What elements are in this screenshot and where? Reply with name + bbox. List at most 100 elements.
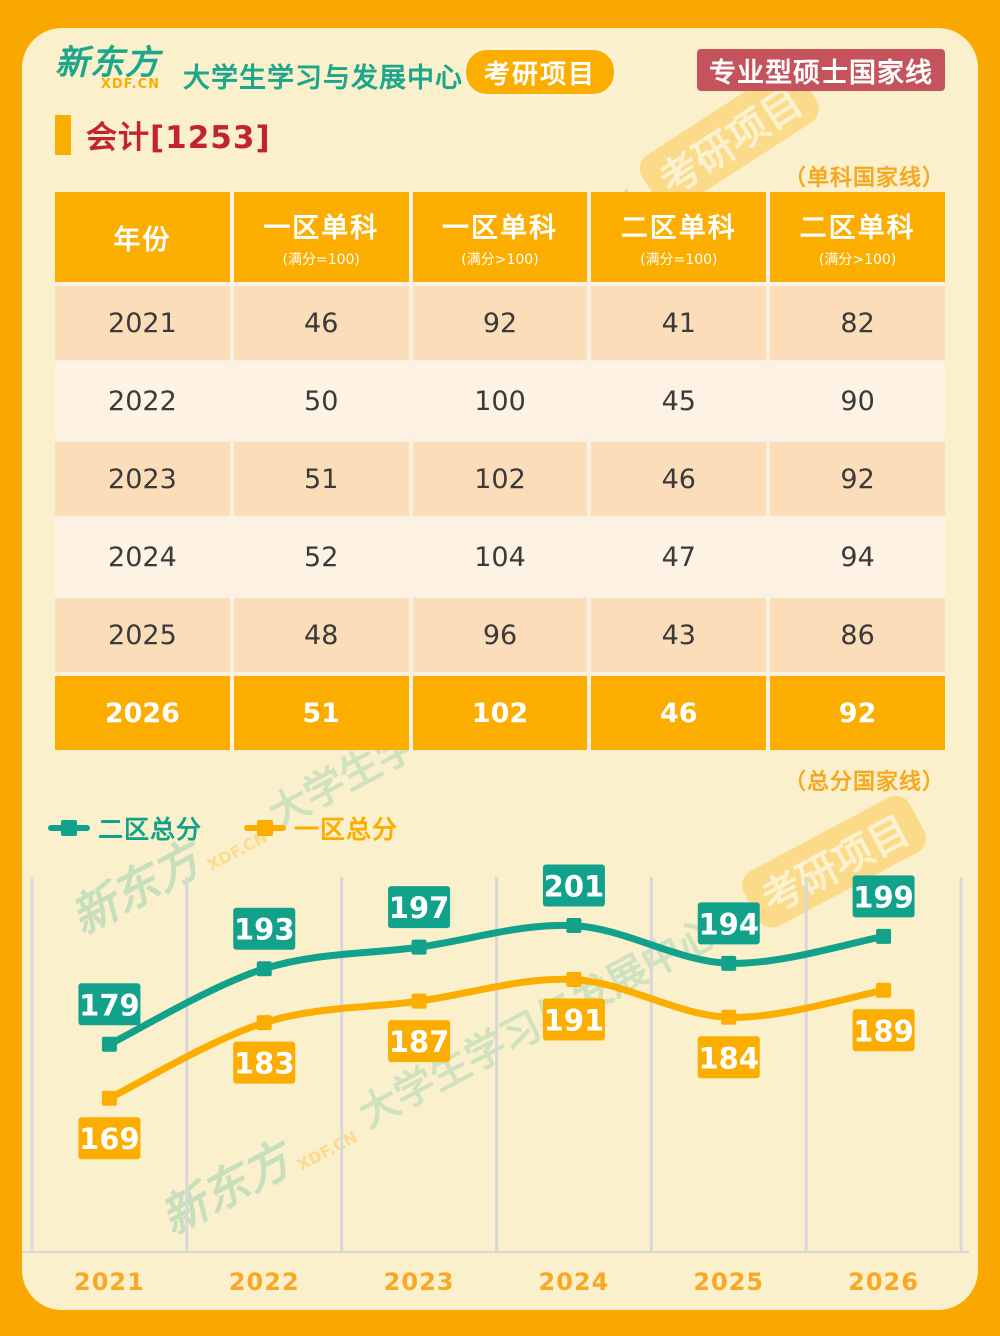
data-point-marker <box>566 972 582 988</box>
table-header-sublabel: (满分>100) <box>818 251 897 268</box>
data-label-value: 197 <box>389 891 450 925</box>
legend-square <box>257 820 274 836</box>
table-header-sublabel: (满分=100) <box>640 251 718 268</box>
data-label-box <box>233 907 296 950</box>
header-center-text: 大学生学习与发展中心 | <box>183 63 485 94</box>
data-label-value: 184 <box>698 1041 759 1075</box>
table-cell: 41 <box>591 286 767 360</box>
x-axis-tick-label: 2021 <box>74 1268 145 1296</box>
table-cell: 2025 <box>55 598 230 672</box>
table-cell: 100 <box>412 364 588 438</box>
table-cell: 82 <box>770 286 945 360</box>
data-label-value: 187 <box>389 1025 450 1059</box>
data-point-marker <box>101 1090 117 1106</box>
data-label-box <box>388 1020 451 1063</box>
table-cell: 48 <box>233 598 409 672</box>
data-label-value: 191 <box>544 1004 605 1038</box>
table-header-cell: 二区单科 (满分=100) <box>591 192 767 282</box>
header: 新东方 XDF.CN 大学生学习与发展中心 | 考研项目 专业型硕士国家线 <box>55 46 945 102</box>
series-line-二区总分 <box>105 921 888 1048</box>
x-axis-tick-label: 2025 <box>693 1268 765 1296</box>
data-label-value: 169 <box>79 1122 140 1156</box>
table-cell: 46 <box>591 676 767 750</box>
data-point-marker <box>721 955 737 971</box>
table-cell: 96 <box>412 598 588 672</box>
data-point-marker <box>256 961 272 977</box>
table-cell: 94 <box>770 520 945 594</box>
table-cell: 46 <box>591 442 767 516</box>
data-label-box <box>852 1009 915 1052</box>
table-cell: 46 <box>233 286 409 360</box>
brand-logo: 新东方 XDF.CN <box>55 46 160 91</box>
single-subject-section-label: （单科国家线） <box>783 166 945 191</box>
data-point-marker <box>721 1009 737 1025</box>
data-label-value: 193 <box>234 913 295 947</box>
data-label-box <box>78 1117 141 1160</box>
data-label-box <box>852 875 915 918</box>
table-cell: 2022 <box>55 364 230 438</box>
table-header-sublabel: (满分=100) <box>282 251 360 268</box>
total-score-line-chart: 169 183 187 191 184 189 179 193 197 201 194 199 <box>22 864 969 1253</box>
table-header-label: 一区单科 <box>263 212 380 244</box>
table-cell: 102 <box>412 442 588 516</box>
chart-legend: 二区总分 一区总分 <box>48 810 398 846</box>
data-label-box <box>697 902 760 945</box>
table-cell: 2024 <box>55 520 230 594</box>
data-label-value: 179 <box>79 988 140 1022</box>
legend-marker-icon <box>48 820 90 836</box>
table-cell: 104 <box>412 520 588 594</box>
table-cell: 92 <box>770 442 945 516</box>
table-header-label: 一区单科 <box>441 212 558 244</box>
brand-logo-domain: XDF.CN <box>100 77 160 92</box>
table-cell: 52 <box>233 520 409 594</box>
table-cell: 50 <box>233 364 409 438</box>
table-cell: 2023 <box>55 442 230 516</box>
series-line-一区总分 <box>105 975 888 1102</box>
table-header-label: 年份 <box>113 224 172 256</box>
table-cell: 51 <box>233 442 409 516</box>
table-cell: 2026 <box>55 676 230 750</box>
table-cell: 90 <box>770 364 945 438</box>
total-score-section-label: （总分国家线） <box>783 770 945 795</box>
data-point-marker <box>411 993 427 1009</box>
project-badge: 考研项目 <box>463 47 618 97</box>
x-axis-tick-label: 2026 <box>848 1268 919 1296</box>
x-axis-tick-label: 2024 <box>538 1268 610 1296</box>
data-label-box <box>388 886 451 929</box>
table-cell: 51 <box>233 676 409 750</box>
data-label-value: 199 <box>853 880 914 914</box>
data-point-marker <box>411 939 427 955</box>
score-table: 年份 一区单科 (满分=100) 一区单科 (满分>100) 二区单科 (满分=100) 二区… <box>55 192 945 750</box>
table-cell: 92 <box>412 286 588 360</box>
legend-label: 二区总分 <box>98 815 203 844</box>
table-cell: 102 <box>412 676 588 750</box>
legend-marker-icon <box>244 820 287 836</box>
data-label-box <box>697 1036 760 1079</box>
data-label-value: 194 <box>698 907 759 941</box>
data-point-marker <box>101 1036 117 1052</box>
table-cell: 2021 <box>55 286 230 360</box>
table-header-cell: 二区单科 (满分>100) <box>770 192 945 282</box>
x-axis-labels: 2021 2022 2023 2024 2025 2026 <box>32 1268 961 1296</box>
title-accent-bar <box>55 114 71 155</box>
legend-item: 一区总分 <box>244 810 398 846</box>
data-point-marker <box>876 928 892 944</box>
page-title: 会计[1253] <box>86 120 271 156</box>
table-header-label: 二区单科 <box>799 212 916 244</box>
data-label-value: 201 <box>544 870 605 904</box>
data-label-box <box>78 983 141 1026</box>
data-label-box <box>542 998 605 1041</box>
data-label-value: 189 <box>853 1014 914 1048</box>
category-badge: 专业型硕士国家线 <box>697 49 945 91</box>
data-label-box <box>233 1041 296 1084</box>
table-cell: 92 <box>770 676 945 750</box>
table-cell: 43 <box>591 598 767 672</box>
table-header-cell: 一区单科 (满分>100) <box>412 192 588 282</box>
table-cell: 47 <box>591 520 767 594</box>
table-header-label: 二区单科 <box>620 212 737 244</box>
table-header-cell: 一区单科 (满分=100) <box>233 192 409 282</box>
table-header-sublabel: (满分>100) <box>461 251 539 268</box>
legend-label: 一区总分 <box>294 815 399 844</box>
title-row: 会计[1253] <box>55 112 271 157</box>
